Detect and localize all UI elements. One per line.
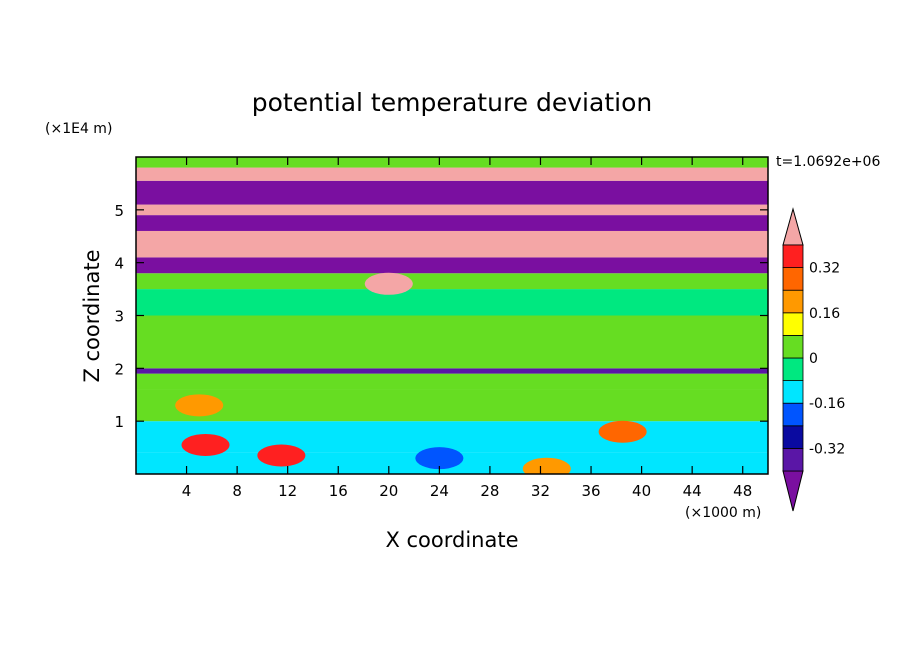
contour-band <box>136 180 768 205</box>
colorbar: 0.32 0.16 0 -0.16 -0.32 <box>782 207 845 512</box>
x-tick-label: 20 <box>379 482 398 500</box>
contour-band <box>136 257 768 274</box>
colorbar-swatch <box>782 380 804 404</box>
y-axis-label: Z coordinate <box>80 249 104 382</box>
x-tick-label: 40 <box>632 482 651 500</box>
x-tick-label: 24 <box>430 482 449 500</box>
plot-area <box>136 157 768 474</box>
contour-band <box>136 389 768 422</box>
y-tick-label: 5 <box>114 202 124 220</box>
colorbar-swatch <box>782 334 804 359</box>
colorbar-swatch <box>782 447 804 472</box>
colorbar-label: -0.16 <box>809 396 845 412</box>
y-axis-ticks: 1 2 3 4 5 <box>114 202 768 431</box>
y-unit-label: (×1E4 m) <box>45 121 112 137</box>
colorbar-label: 0.16 <box>809 306 840 322</box>
colorbar-swatch <box>782 357 804 382</box>
y-tick-label: 2 <box>114 360 124 378</box>
y-tick-label: 1 <box>114 413 124 431</box>
x-tick-label: 36 <box>581 482 600 500</box>
features-layer <box>175 272 647 474</box>
x-tick-label: 32 <box>531 482 550 500</box>
x-tick-label: 12 <box>278 482 297 500</box>
time-label: t=1.0692e+06 <box>776 154 880 170</box>
y-tick-label: 3 <box>114 308 124 326</box>
x-unit-label: (×1000 m) <box>685 505 761 521</box>
x-axis-ticks: 4 8 12 16 20 24 28 32 36 40 44 48 <box>182 157 752 500</box>
x-tick-label: 8 <box>232 482 242 500</box>
colorbar-label: 0.32 <box>809 261 840 277</box>
contour-band <box>136 421 768 453</box>
y-tick-label: 4 <box>114 255 124 273</box>
bands-layer <box>136 157 768 474</box>
colorbar-label: -0.32 <box>809 441 845 457</box>
colorbar-swatch <box>782 425 804 449</box>
contour-band <box>136 215 768 231</box>
contour-band <box>136 368 768 374</box>
contour-band <box>136 204 768 216</box>
contour-band <box>136 230 768 258</box>
colorbar-over-arrow <box>782 207 804 246</box>
contour-feature <box>257 444 306 467</box>
contour-band <box>136 315 768 369</box>
colorbar-swatch <box>782 312 804 336</box>
contour-feature <box>364 272 413 295</box>
contour-band <box>136 157 768 168</box>
contour-band <box>136 289 768 316</box>
x-tick-label: 4 <box>182 482 192 500</box>
contour-feature <box>175 394 224 417</box>
x-tick-label: 28 <box>480 482 499 500</box>
contour-feature <box>522 457 571 474</box>
colorbar-swatch <box>782 402 804 427</box>
chart-title: potential temperature deviation <box>252 88 652 117</box>
colorbar-swatch <box>782 244 804 269</box>
colorbar-under-arrow <box>782 470 804 512</box>
x-tick-label: 48 <box>733 482 752 500</box>
x-tick-label: 16 <box>329 482 348 500</box>
x-tick-label: 44 <box>683 482 702 500</box>
contour-band <box>136 167 768 181</box>
colorbar-label: 0 <box>809 351 818 367</box>
colorbar-swatch <box>782 289 804 314</box>
contour-feature <box>181 433 230 456</box>
contour-feature <box>598 420 647 443</box>
x-axis-label: X coordinate <box>385 528 518 552</box>
contour-band <box>136 373 768 390</box>
contour-feature <box>415 447 464 470</box>
colorbar-swatch <box>782 267 804 291</box>
contour-band <box>136 273 768 290</box>
